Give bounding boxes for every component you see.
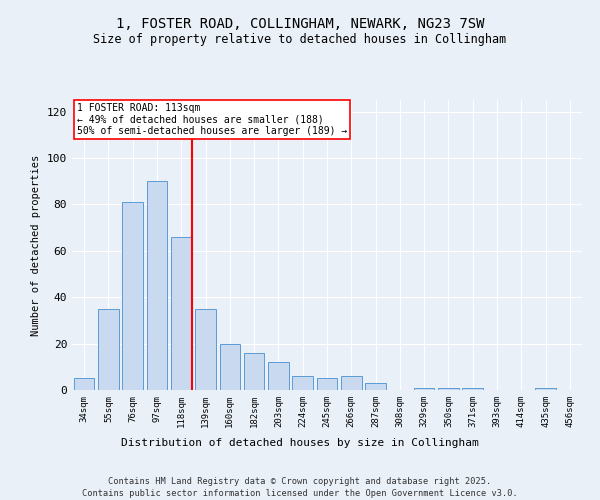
Bar (268, 362, 289, 390)
Bar (438, 388, 459, 390)
Y-axis label: Number of detached properties: Number of detached properties (31, 154, 41, 336)
Bar (244, 353, 265, 390)
Bar (220, 344, 240, 390)
Text: 1 FOSTER ROAD: 113sqm
← 49% of detached houses are smaller (188)
50% of semi-det: 1 FOSTER ROAD: 113sqm ← 49% of detached … (77, 103, 347, 136)
Bar (317, 378, 337, 390)
Bar (365, 383, 386, 390)
Bar (463, 388, 483, 390)
Text: Contains HM Land Registry data © Crown copyright and database right 2025.: Contains HM Land Registry data © Crown c… (109, 478, 491, 486)
Bar (535, 388, 556, 390)
Text: 1, FOSTER ROAD, COLLINGHAM, NEWARK, NG23 7SW: 1, FOSTER ROAD, COLLINGHAM, NEWARK, NG23… (116, 18, 484, 32)
Bar (74, 378, 94, 390)
Text: Size of property relative to detached houses in Collingham: Size of property relative to detached ho… (94, 32, 506, 46)
Bar (146, 181, 167, 390)
Text: Contains public sector information licensed under the Open Government Licence v3: Contains public sector information licen… (82, 489, 518, 498)
Bar (341, 376, 362, 390)
Bar (98, 309, 119, 390)
Bar (414, 388, 434, 390)
Bar (122, 202, 143, 390)
Text: Distribution of detached houses by size in Collingham: Distribution of detached houses by size … (121, 438, 479, 448)
Bar (195, 309, 216, 390)
Bar (292, 376, 313, 390)
Bar (171, 237, 191, 390)
